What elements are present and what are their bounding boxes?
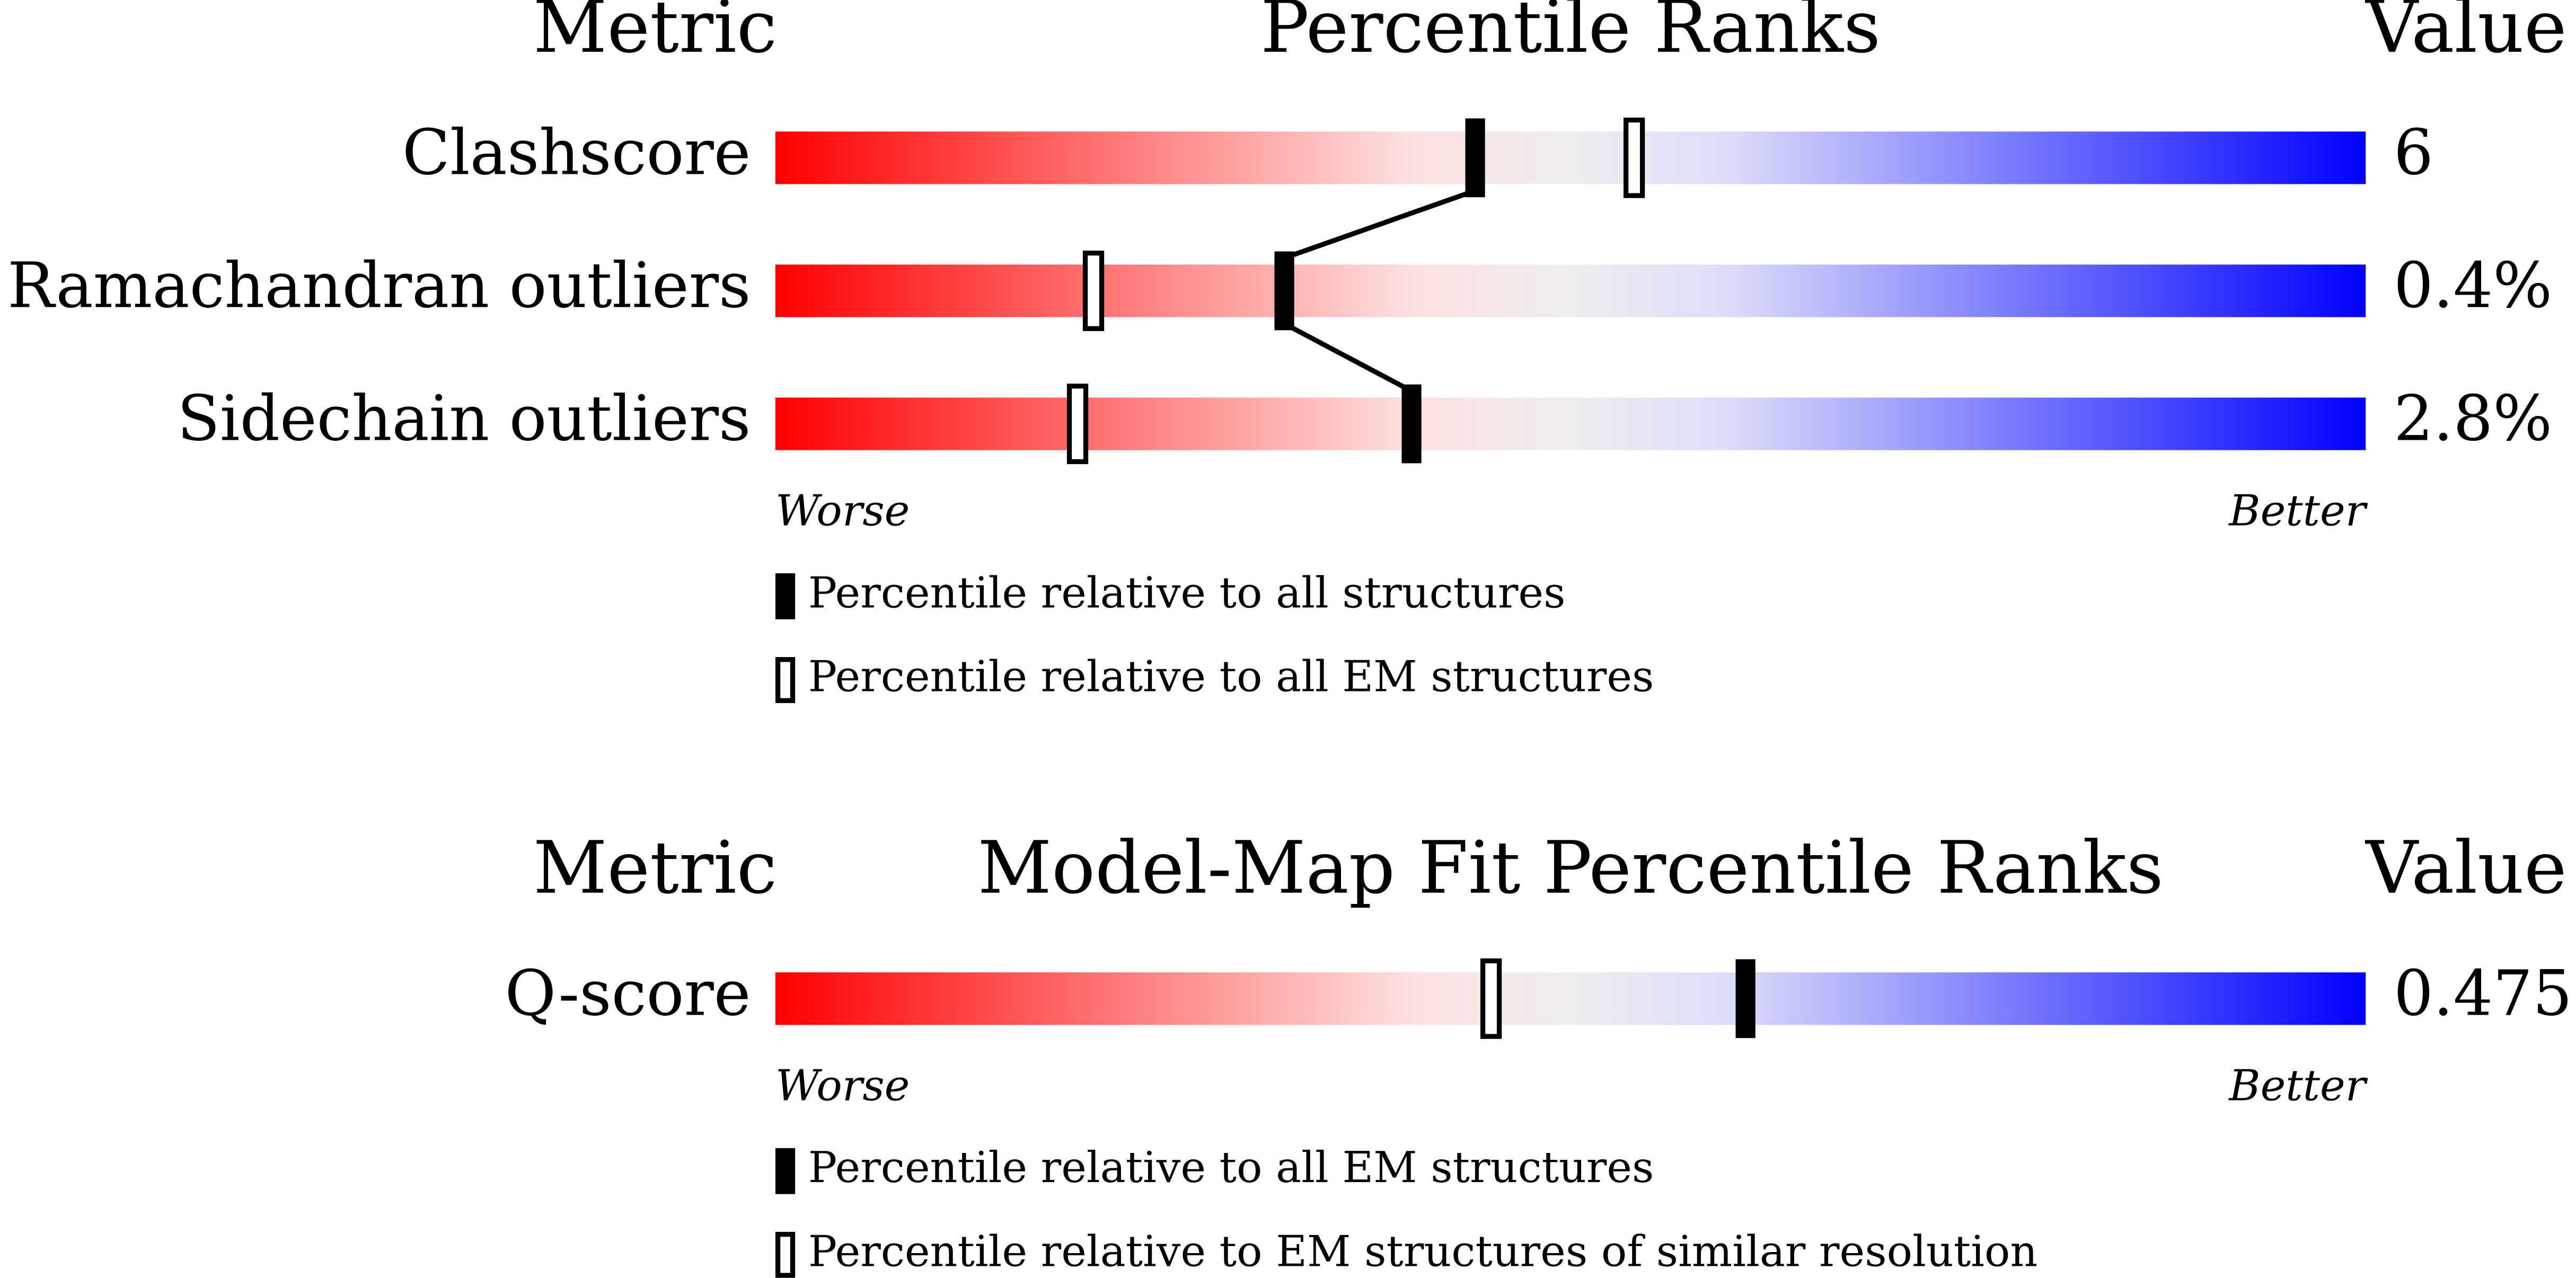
metric-header: Metric bbox=[533, 0, 777, 69]
metric-label: Ramachandran outliers bbox=[7, 249, 751, 322]
percentile-marker-open bbox=[1066, 384, 1089, 464]
percentile-marker bbox=[1735, 959, 1755, 1039]
percentile-marker bbox=[1465, 118, 1485, 198]
legend-marker bbox=[775, 1148, 796, 1194]
connector bbox=[1283, 188, 1476, 261]
worse-label: Worse bbox=[775, 1061, 910, 1111]
legend-label: Percentile relative to EM structures of … bbox=[808, 1227, 2037, 1276]
better-label: Better bbox=[2228, 1061, 2368, 1111]
rank-bar bbox=[775, 131, 2366, 184]
legend-label: Percentile relative to all EM structures bbox=[808, 1143, 1654, 1193]
slider-panel: Metric Model-Map Fit Percentile Ranks Valu… bbox=[505, 826, 2572, 1278]
chart-title: Model-Map Fit Percentile Ranks bbox=[977, 826, 2163, 910]
metric-label: Sidechain outliers bbox=[177, 383, 751, 455]
metric-label: Q-score bbox=[505, 957, 751, 1030]
rank-bar bbox=[775, 264, 2366, 317]
percentile-marker-open bbox=[1623, 117, 1645, 198]
legend-marker-open bbox=[775, 1231, 796, 1278]
percentile-marker-open bbox=[1082, 250, 1105, 331]
rank-bar bbox=[775, 972, 2366, 1025]
slider-panel: Metric Percentile Ranks Value Clashscore 6 Ra… bbox=[7, 0, 2567, 703]
percentile-marker-open bbox=[1480, 958, 1502, 1039]
metric-value: 2.8% bbox=[2394, 383, 2552, 455]
legend-marker-open bbox=[775, 657, 796, 703]
legend-label: Percentile relative to all structures bbox=[808, 568, 1566, 618]
value-header: Value bbox=[2365, 0, 2566, 69]
legend-marker bbox=[775, 573, 796, 619]
metric-value: 0.4% bbox=[2394, 249, 2552, 322]
value-header: Value bbox=[2365, 826, 2566, 910]
legend-label: Percentile relative to all EM structures bbox=[808, 652, 1654, 702]
better-label: Better bbox=[2228, 486, 2368, 536]
percentile-marker bbox=[1401, 384, 1422, 464]
connector bbox=[1283, 321, 1413, 394]
metric-header: Metric bbox=[533, 826, 777, 910]
worse-label: Worse bbox=[775, 486, 910, 536]
metric-value: 6 bbox=[2394, 116, 2433, 189]
chart-title: Percentile Ranks bbox=[1260, 0, 1881, 69]
rank-bar bbox=[775, 397, 2366, 450]
percentile-marker bbox=[1274, 251, 1294, 331]
metric-label: Clashscore bbox=[402, 116, 751, 189]
metric-value: 0.475 bbox=[2394, 957, 2572, 1030]
